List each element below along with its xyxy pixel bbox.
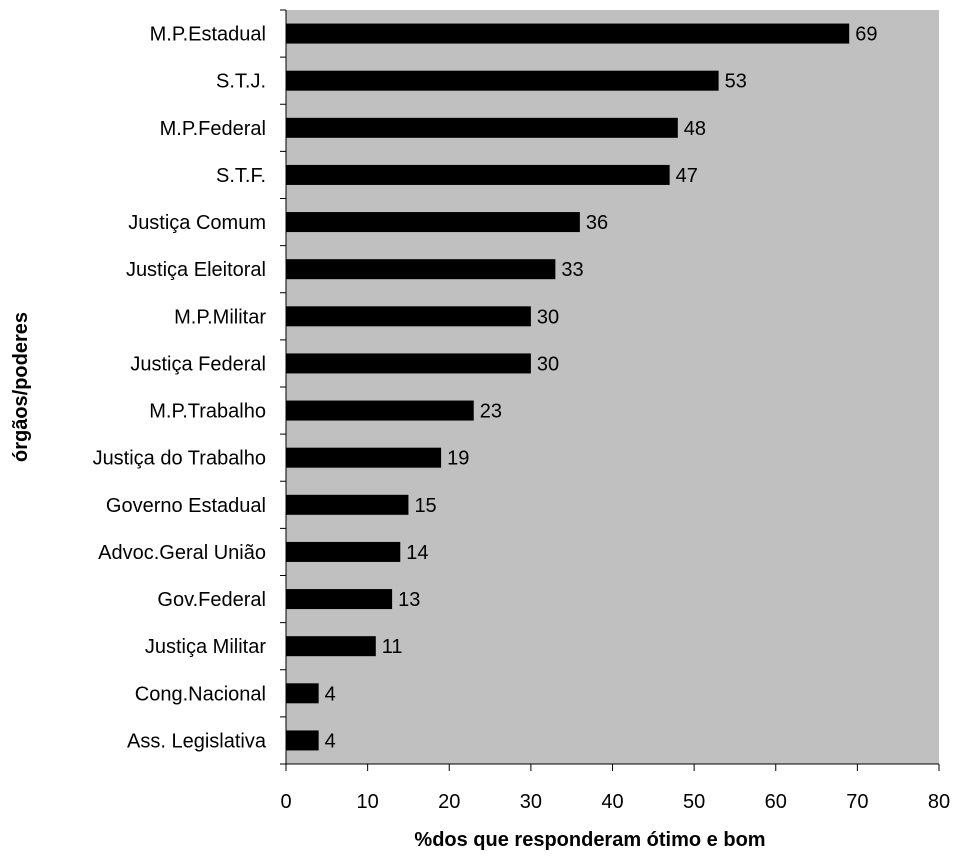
category-label: M.P.Trabalho	[149, 401, 266, 423]
bar	[286, 212, 580, 233]
category-label: Ass. Legislativa	[127, 730, 267, 752]
x-tick-label: 10	[357, 791, 379, 813]
bar-value-label: 30	[537, 306, 559, 328]
category-label: M.P.Estadual	[150, 24, 266, 46]
bar	[286, 353, 531, 374]
bar-value-label: 30	[537, 353, 559, 375]
x-tick-label: 0	[280, 791, 291, 813]
bar-value-label: 14	[406, 542, 428, 564]
category-label: Cong.Nacional	[135, 683, 266, 705]
category-label: Gov.Federal	[157, 589, 266, 611]
bar-value-label: 47	[676, 165, 698, 187]
bar-value-label: 4	[325, 730, 336, 752]
bar	[286, 494, 409, 515]
category-label: Advoc.Geral União	[98, 542, 266, 564]
value-labels-group: 69 53 48 47 36 33 30 30 23 19 15 14 13 11 4 4	[325, 24, 878, 753]
category-label: Justiça do Trabalho	[93, 448, 266, 470]
bar-value-label: 48	[684, 118, 706, 140]
bar	[286, 541, 401, 562]
x-tick-label: 20	[438, 791, 460, 813]
x-tick-label: 60	[765, 791, 787, 813]
x-axis-title: %dos que responderam ótimo e bom	[414, 829, 765, 851]
bar	[286, 117, 678, 138]
bar-value-label: 4	[325, 683, 336, 705]
y-ticks-group	[280, 9, 286, 765]
category-label: Justiça Eleitoral	[126, 259, 266, 281]
bar	[286, 683, 319, 704]
category-label: S.T.J.	[216, 71, 266, 93]
bar	[286, 70, 719, 91]
bar	[286, 400, 474, 421]
x-tick-label: 50	[683, 791, 705, 813]
category-label: Justiça Militar	[145, 636, 266, 658]
bars-group	[286, 23, 850, 751]
category-label: S.T.F.	[216, 165, 266, 187]
bar-value-label: 19	[447, 448, 469, 470]
bar	[286, 589, 393, 610]
bar-value-label: 23	[480, 401, 502, 423]
category-label: Justiça Federal	[130, 353, 266, 375]
x-tick-label: 30	[520, 791, 542, 813]
bar	[286, 306, 531, 327]
bar-value-label: 15	[414, 495, 436, 517]
y-axis-title: órgãos/poderes	[10, 312, 32, 462]
x-ticks-group: 0 10 20 30 40 50 60 70 80	[280, 764, 950, 813]
bar-value-label: 69	[855, 24, 877, 46]
bar	[286, 730, 319, 751]
x-tick-label: 80	[928, 791, 950, 813]
x-tick-label: 70	[846, 791, 868, 813]
bar-value-label: 11	[382, 636, 403, 658]
bar-value-label: 53	[725, 71, 747, 93]
category-labels-group: M.P.Estadual S.T.J. M.P.Federal S.T.F. Justi…	[93, 24, 267, 753]
bar	[286, 259, 556, 280]
category-label: Governo Estadual	[106, 495, 266, 517]
x-tick-label: 40	[601, 791, 623, 813]
bar	[286, 23, 850, 44]
bar	[286, 447, 442, 468]
category-label: M.P.Federal	[160, 118, 266, 140]
category-label: M.P.Militar	[174, 306, 266, 328]
category-label: Justiça Comum	[128, 212, 266, 234]
bar	[286, 164, 670, 185]
bar	[286, 636, 376, 657]
bar-value-label: 33	[561, 259, 583, 281]
bar-value-label: 13	[398, 589, 420, 611]
bar-value-label: 36	[586, 212, 608, 234]
